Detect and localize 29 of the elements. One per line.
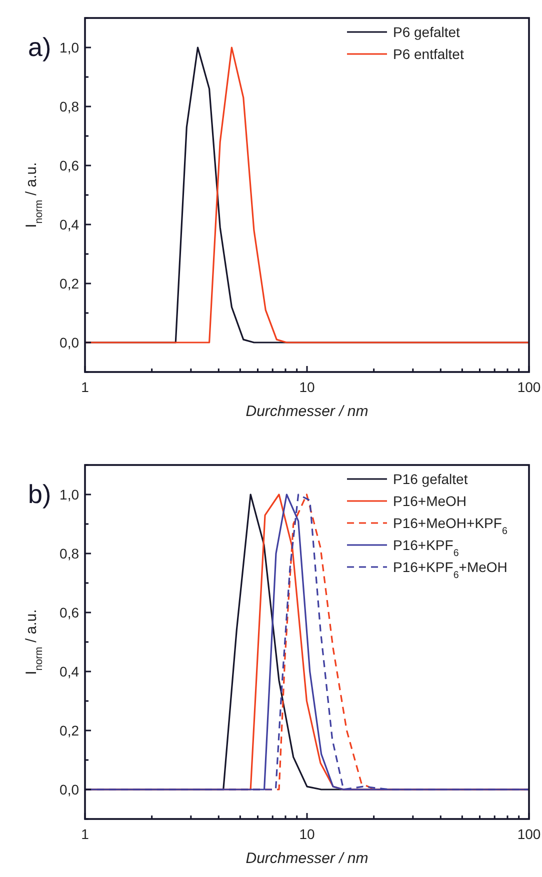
y-tick-label: 1,0 bbox=[60, 40, 80, 56]
legend-label: P6 entfaltet bbox=[393, 46, 464, 62]
x-axis-title: Durchmesser / nm bbox=[246, 850, 368, 867]
text: a) bbox=[28, 32, 52, 62]
x-tick-label: 1 bbox=[81, 826, 90, 842]
x-tick-label: 100 bbox=[517, 379, 541, 395]
x-tick-label: 10 bbox=[299, 826, 315, 842]
x-tick-label: 100 bbox=[517, 826, 541, 842]
y-tick-label: 0,6 bbox=[60, 604, 80, 620]
y-tick-label: 0,8 bbox=[60, 546, 80, 562]
legend-label: P16+KPF$_{6}$ bbox=[393, 537, 460, 558]
x-tick-label: 1 bbox=[81, 379, 90, 395]
x-axis-title: Durchmesser / nm bbox=[246, 403, 368, 420]
y-tick-label: 0,0 bbox=[60, 334, 80, 350]
y-tick-label: 0,4 bbox=[60, 664, 80, 680]
y-tick-label: 0,2 bbox=[60, 276, 80, 292]
legend-label: P16+KPF$_{6}$+MeOH bbox=[393, 559, 508, 580]
y-tick-label: 0,6 bbox=[60, 158, 80, 174]
legend-label: P16+MeOH bbox=[393, 493, 467, 509]
legend-label: P16 gefaltet bbox=[393, 471, 468, 487]
legend-label: P6 gefaltet bbox=[393, 24, 460, 40]
x-tick-label: 10 bbox=[299, 379, 315, 395]
text: b) bbox=[28, 479, 52, 509]
y-tick-label: 1,0 bbox=[60, 486, 80, 502]
y-tick-label: 0,4 bbox=[60, 216, 80, 232]
y-tick-label: 0,8 bbox=[60, 98, 80, 114]
y-tick-label: 0,2 bbox=[60, 722, 80, 738]
legend-label: P16+MeOH+KPF$_{6}$ bbox=[393, 515, 508, 536]
y-tick-label: 0,0 bbox=[60, 782, 80, 798]
